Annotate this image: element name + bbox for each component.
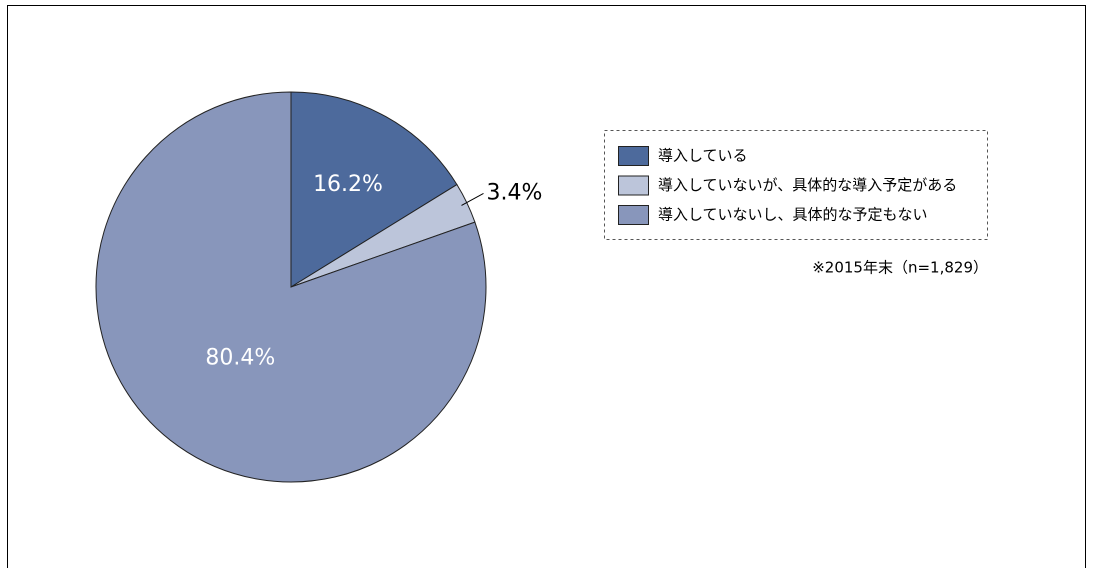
data-label: 16.2% bbox=[313, 172, 383, 197]
annotation: ※2015年末（n=1,829） bbox=[812, 259, 988, 277]
legend-label: 導入している bbox=[658, 147, 748, 165]
leader-line bbox=[461, 193, 484, 206]
legend-label: 導入していないが、具体的な導入予定がある bbox=[658, 176, 957, 194]
pie-slice bbox=[290, 91, 458, 288]
legend-swatch bbox=[618, 205, 649, 225]
data-label: 80.4% bbox=[205, 346, 275, 371]
data-label: 3.4% bbox=[487, 180, 543, 205]
legend-label: 導入していないし、具体的な予定もない bbox=[658, 206, 928, 224]
frame bbox=[7, 5, 1086, 568]
legend-swatch bbox=[618, 175, 649, 196]
pie-slice bbox=[95, 91, 487, 483]
legend-swatch bbox=[618, 146, 649, 166]
